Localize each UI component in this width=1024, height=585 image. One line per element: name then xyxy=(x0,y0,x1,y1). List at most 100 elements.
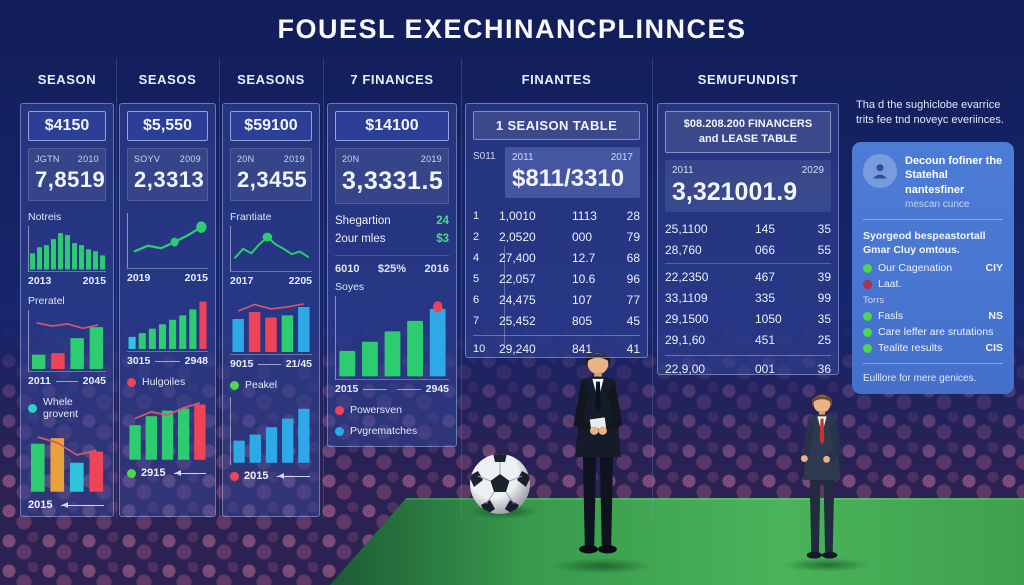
timeline-dot xyxy=(230,471,239,481)
stat-row-3col: 6010 $25% 2016 xyxy=(335,255,449,275)
table-cell: 25 xyxy=(817,333,831,348)
person-icon xyxy=(863,154,897,188)
column-divider xyxy=(219,58,220,518)
legend-dot xyxy=(335,426,344,436)
panel-finances: $14100 20N 2019 3,3331.5 Shegartion 24 2ou… xyxy=(327,103,457,447)
left-arrow-icon xyxy=(61,501,104,508)
legend-label: Hulgoiles xyxy=(142,376,186,388)
header-year-left: 2011 xyxy=(672,164,694,176)
financers-panel: $08.208.200 FINANCERS and LEASE TABLE 20… xyxy=(657,103,839,376)
list-item: Tealite results CIS xyxy=(863,342,1003,354)
table-row: 33,1109 335 99 xyxy=(665,288,831,309)
table-cell: 39 xyxy=(817,270,831,285)
header-big-value: 3,321001.9 xyxy=(672,177,798,206)
stat-row: 2our mles $3 xyxy=(335,233,449,245)
status-dot-icon xyxy=(863,327,872,337)
table-cell: 29,1,60 xyxy=(665,333,706,348)
list-item: Fasls NS xyxy=(863,310,1003,322)
table-cell: 41 xyxy=(626,342,640,356)
x-axis-right: 2948 xyxy=(184,355,208,367)
status-dot-icon xyxy=(863,343,872,353)
bar-chart-with-line xyxy=(127,394,208,462)
table-title: 1 SEAISON TABLE xyxy=(473,111,640,140)
x-axis-labels: 9015 21/45 xyxy=(230,358,312,370)
column-header-finantes: FINANTES xyxy=(521,72,592,87)
list-item-label: Tealite results xyxy=(878,342,943,355)
timeline-year: 2015 xyxy=(28,499,53,511)
legend-dot xyxy=(28,403,37,413)
price-value: $14100 xyxy=(335,111,449,141)
list-item-value: CIY xyxy=(985,262,1003,275)
stat-box: SOYV 2009 2,3313 xyxy=(127,148,208,201)
bar-chart-mixed xyxy=(230,293,312,355)
stat-cell: $25% xyxy=(377,263,407,275)
table-row: 1 1,0010 1113 28 xyxy=(473,205,640,226)
table-row: 29,1,60 451 25 xyxy=(665,330,831,351)
list-item-label: Care leffer are srutations xyxy=(878,326,994,339)
chart-legend: Hulgoiles xyxy=(127,376,208,388)
table-row: 2 2,0520 000 79 xyxy=(473,226,640,247)
header-col0: S011 xyxy=(473,151,496,162)
legend-label: Whele grovent xyxy=(43,396,79,420)
list-item-value: NS xyxy=(988,310,1003,323)
divider xyxy=(863,218,1003,220)
table-cell: 36 xyxy=(817,361,831,376)
x-axis-right: 2205 xyxy=(288,275,312,287)
table-cell: 68 xyxy=(626,250,640,265)
table-row: 22,2350 467 39 xyxy=(665,267,831,288)
table-cell: 25,1100 xyxy=(665,222,708,237)
x-axis-labels: 2019 2015 xyxy=(127,272,208,284)
axis-dash xyxy=(155,360,180,362)
stat-big-number: 2,3313 xyxy=(134,167,205,192)
x-axis-left: 2017 xyxy=(230,275,254,287)
chart-legend: Powersven xyxy=(335,404,449,416)
table-cell: 29,240 xyxy=(499,342,536,356)
stat-value: $3 xyxy=(436,233,449,245)
table-cell: 77 xyxy=(626,292,640,307)
table-cell: 33,1109 xyxy=(665,291,708,306)
left-arrow-icon xyxy=(174,469,206,476)
stat-box: 20N 2019 3,3331.5 xyxy=(335,148,449,204)
column-header-season: SEASON xyxy=(37,72,97,87)
table-cell: 2 xyxy=(473,230,480,243)
table-column-divider xyxy=(504,246,505,345)
table-cell: 6 xyxy=(473,293,480,306)
table-cell: 451 xyxy=(755,333,776,348)
list-item: Laat. xyxy=(863,278,1003,290)
bar-chart-ascending xyxy=(127,290,208,352)
table-cell: 467 xyxy=(755,270,776,285)
x-axis-left: 2019 xyxy=(127,272,151,284)
header-highlight-box: 2011 2017 $811/3310 xyxy=(505,147,640,198)
axis-dash xyxy=(363,388,387,390)
table-cell: 45 xyxy=(626,313,640,328)
price-value: $5,550 xyxy=(127,111,208,141)
axis-dash xyxy=(397,388,421,390)
x-axis-left: 2013 xyxy=(28,275,52,287)
panel-season-1: $4150 JGTN 2010 7,8519 Notreis 2013 2015 P… xyxy=(20,103,114,517)
table-cell: 7 xyxy=(473,314,480,327)
timeline-year: 2915 xyxy=(141,467,166,479)
table-cell: 28 xyxy=(626,208,640,223)
season-table-rows: 1 1,0010 1113 28 2 2,0520 000 79 4 27,400 12.7 68 5 2… xyxy=(473,205,640,359)
bar-chart-notreis xyxy=(28,226,106,272)
list-item-value: CIS xyxy=(985,342,1003,355)
x-axis-left: 2015 xyxy=(335,383,359,395)
stat-box: JGTN 2010 7,8519 xyxy=(28,148,106,201)
stat-code: JGTN xyxy=(35,154,60,164)
stat-year: 2009 xyxy=(179,154,201,164)
x-axis-right: 2015 xyxy=(82,275,106,287)
page-title: FOUESL EXECHINANCPLINNCES xyxy=(277,14,747,44)
status-dot-icon xyxy=(863,263,872,273)
x-axis-labels: 3015 2948 xyxy=(127,355,208,367)
table-cell: 28,760 xyxy=(665,242,702,257)
card-title: Decoun fofiner the Statehal nantesfiner xyxy=(905,154,1003,197)
chart-title: Soyes xyxy=(335,281,365,293)
table-cell: 29,1500 xyxy=(665,312,709,327)
businessman-left-illustration xyxy=(573,352,623,554)
stat-label: 2our mles xyxy=(335,233,386,245)
column-divider xyxy=(461,58,462,518)
card-title-line2: Statehal nantesfiner xyxy=(905,169,965,196)
chart-title: Preratel xyxy=(28,295,65,307)
table-cell: 27,400 xyxy=(499,250,536,265)
